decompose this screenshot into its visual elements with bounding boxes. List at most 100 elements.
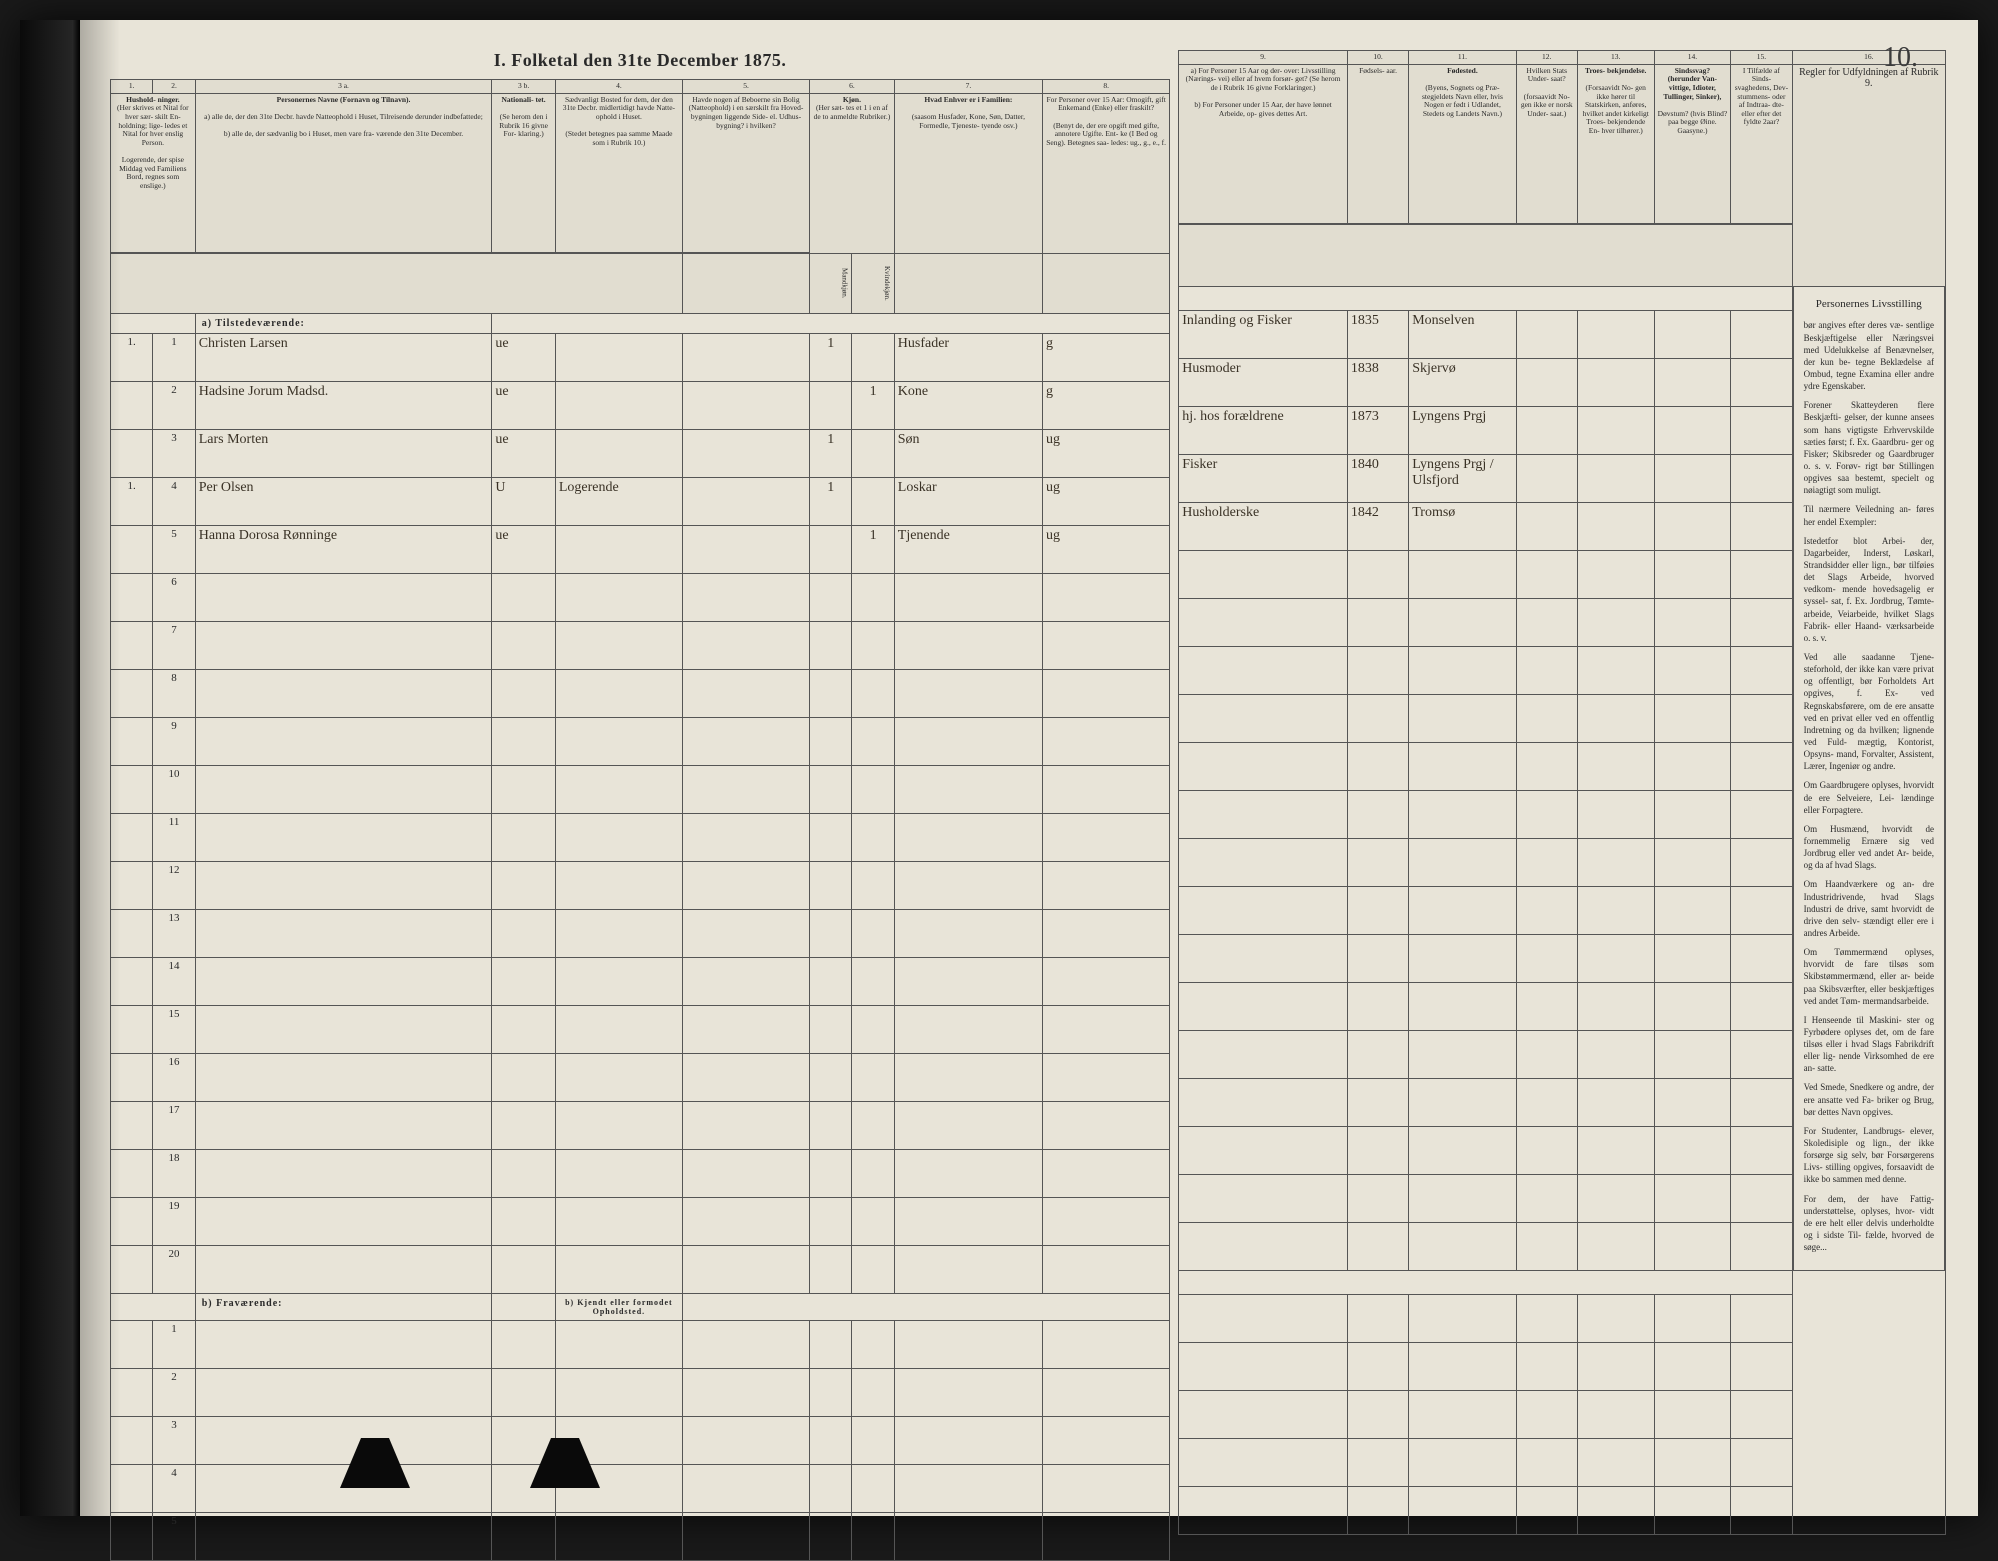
cell-k [852,429,894,477]
instructions-panel: Personernes Livsstilling bør angives efte… [1793,287,1945,1272]
table-row: 2 Hadsine Jorum Madsd. ue 1 Kone g [111,381,1170,429]
cell-nat: ue [492,525,556,573]
col-13: 13. [1577,51,1654,65]
h14-title: Sindssvag? (herunder Van- vittige, Idiot… [1663,66,1721,101]
left-table-region: I. Folketal den 31te December 1875. 1. 2… [110,50,1170,1486]
col-14: 14. [1654,51,1731,65]
cell-birthplace: Tromsø [1409,502,1516,550]
instr-para: Til nærmere Veiledning an- føres her end… [1804,503,1934,527]
h6-sub: (Her sæt- tes et 1 i en af de to anmeldt… [814,103,891,121]
table-row: 13 [111,909,1170,957]
cell-name: Christen Larsen [195,333,492,381]
cell-4 [555,333,682,381]
table-row: 16 [111,1053,1170,1101]
table-row: 1. 1 Christen Larsen ue 1 Husfader g [111,333,1170,381]
col-9: 9. [1179,51,1348,65]
table-row: 14 [111,957,1170,1005]
table-row: 7 [111,621,1170,669]
cell-nat: ue [492,333,556,381]
cell-m: 1 [810,333,852,381]
page-number: 10. [1883,42,1918,74]
instr-para: bør angives efter deres væ- sentlige Bes… [1804,319,1934,392]
census-table-left: 1. 2. 3 a. 3 b. 4. 5. 6. 7. 8. Hushold- … [110,79,1170,1561]
table-row: 1. 4 Per Olsen U Logerende 1 Loskar ug [111,477,1170,525]
h3a-a: a) alle de, der den 31te Decbr. havde Na… [204,112,483,121]
cell-birthplace: Lyngens Prgj / Ulsfjord [1409,454,1516,502]
cell-marital: ug [1043,525,1170,573]
table-row: 2 [111,1368,1170,1416]
col-10: 10. [1347,51,1408,65]
cell-name: Lars Morten [195,429,492,477]
h8-title: For Personer over 15 Aar: Omogift, gift … [1046,95,1165,113]
cell-name: Per Olsen [195,477,492,525]
table-row: 18 [111,1149,1170,1197]
cell-marital: ug [1043,477,1170,525]
table-row: 3 Lars Morten ue 1 Søn ug [111,429,1170,477]
table-row: 4 [111,1464,1170,1512]
cell-marital: g [1043,381,1170,429]
h13-title: Troes- bekjendelse. [1585,66,1646,75]
col-1: 1. [111,80,153,94]
cell-4 [555,429,682,477]
col-5: 5. [682,80,809,94]
cell-family: Kone [894,381,1042,429]
cell-4: Logerende [555,477,682,525]
cell-year: 1835 [1347,310,1408,358]
cell-marital: ug [1043,429,1170,477]
instr-para: Forener Skatteyderen flere Beskjæfti- ge… [1804,399,1934,496]
instr-head: Personernes Livsstilling [1804,297,1934,312]
table-row: 5 Hanna Dorosa Rønninge ue 1 Tjenende ug [111,525,1170,573]
h16: Regler for Udfyldningen af Rubrik 9. [1792,64,1945,286]
cell-k: 1 [852,381,894,429]
cell-4 [555,525,682,573]
cell-family: Tjenende [894,525,1042,573]
table-row: 1 [111,1320,1170,1368]
h11: Fødested. (Byens, Sognets og Præ- stegje… [1409,64,1516,224]
h8: For Personer over 15 Aar: Omogift, gift … [1043,93,1170,253]
h12-title: Hvilken Stats Under- saat? [1526,66,1567,84]
col-3b: 3 b. [492,80,556,94]
table-row: 10 [111,765,1170,813]
cell-marital: g [1043,333,1170,381]
h15: I Tilfælde af Sinds- svaghedens, Dev- st… [1731,64,1792,224]
h10: Fødsels- aar. [1347,64,1408,224]
h3a: Personernes Navne (Fornavn og Tilnavn). … [195,93,492,253]
h9b: b) For Personer under 15 Aar, der have l… [1194,100,1331,118]
table-row: 5 [111,1512,1170,1560]
cell-occupation: Inlanding og Fisker [1179,310,1348,358]
col-16: 16. [1792,51,1945,65]
table-row: 19 [111,1197,1170,1245]
col-7: 7. [894,80,1042,94]
instr-para: Ved alle saadanne Tjene- steforhold, der… [1804,651,1934,772]
h11-sub: (Byens, Sognets og Præ- stegjeldets Navn… [1422,83,1503,118]
table-row: 17 [111,1101,1170,1149]
h1: Hushold- ninger. (Her skrives et Nital f… [111,93,196,253]
cell-nat: ue [492,381,556,429]
section-b-label: b) Fraværende: [195,1293,492,1320]
table-row: 3 [111,1416,1170,1464]
h6: Kjøn. (Her sæt- tes et 1 i en af de to a… [810,93,895,253]
cell-m: 1 [810,429,852,477]
cell-birthplace: Lyngens Prgj [1409,406,1516,454]
right-table-region: 9. 10. 11. 12. 13. 14. 15. 16. a) For Pe… [1178,50,1946,1486]
h4-sub: (Stedet betegnes paa samme Maade som i R… [565,129,672,147]
instr-para: Om Tømmermænd oplyses, hvorvidt de fare … [1804,946,1934,1007]
cell-m [810,381,852,429]
cell-m: 1 [810,477,852,525]
instr-para: Ved Smede, Snedkere og andre, der ere an… [1804,1081,1934,1117]
table-row: 8 [111,669,1170,717]
cell-occupation: Husmoder [1179,358,1348,406]
census-book: 10. I. Folketal den 31te December 1875. … [20,20,1978,1516]
h12-sub: (forsaavidt No- gen ikke er norsk Under-… [1521,92,1573,118]
h13: Troes- bekjendelse. (Forsaavidt No- gen … [1577,64,1654,224]
cell-family: Husfader [894,333,1042,381]
cell-birthplace: Monselven [1409,310,1516,358]
cell-occupation: hj. hos forældrene [1179,406,1348,454]
col-6: 6. [810,80,895,94]
instr-para: For Studenter, Landbrugs- elever, Skoled… [1804,1125,1934,1186]
h5: Havde nogen af Beboerne sin Bolig (Natte… [682,93,809,253]
h3a-b: b) alle de, der sædvanlig bo i Huset, me… [224,129,463,138]
cell-year: 1838 [1347,358,1408,406]
book-spine [20,20,80,1516]
col-11: 11. [1409,51,1516,65]
